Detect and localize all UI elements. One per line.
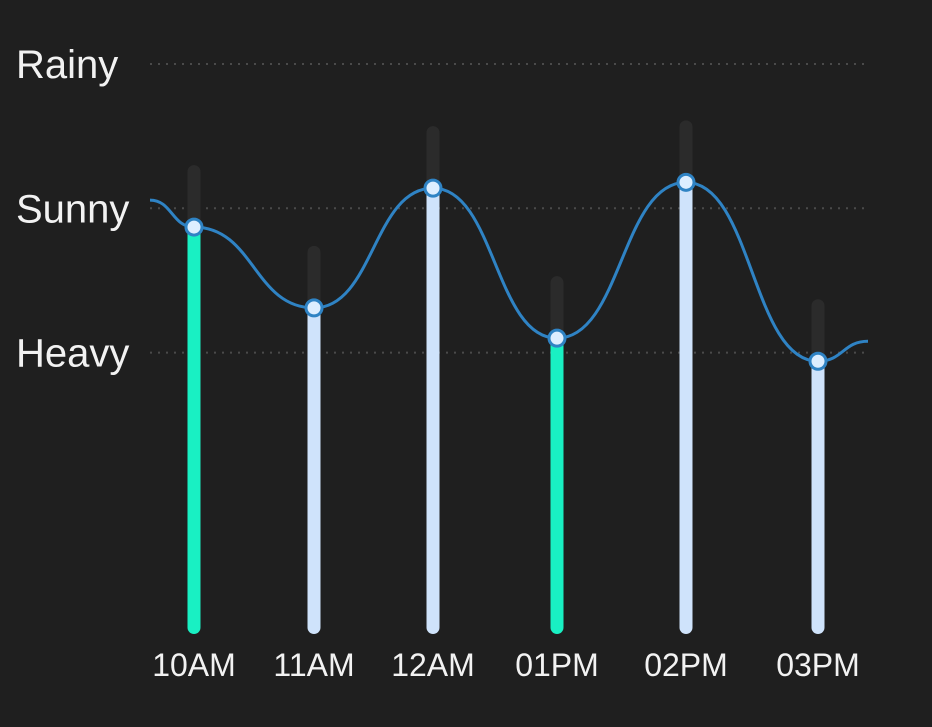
bar-track-12am [426, 126, 440, 193]
trend-curve [149, 180, 869, 363]
y-tick-label-heavy: Heavy [16, 332, 129, 376]
x-tick-label-02pm: 02PM [644, 647, 728, 683]
bar-track-11am [307, 245, 321, 312]
x-tick-label-01pm: 01PM [515, 647, 599, 683]
bar-10am [187, 227, 201, 634]
bar-12am [426, 188, 440, 635]
bar-track-10am [187, 165, 201, 232]
y-tick-label-rainy: Rainy [16, 43, 118, 87]
bar-track-02pm [679, 120, 693, 187]
bar-layer [187, 182, 825, 635]
x-tick-label-03pm: 03PM [776, 647, 860, 683]
marker-11am [304, 298, 324, 318]
bar-track-01pm [550, 276, 564, 343]
marker-layer [184, 172, 828, 371]
marker-01pm [547, 328, 567, 348]
bar-11am [307, 307, 321, 634]
marker-02pm [676, 172, 696, 192]
bar-03pm [811, 361, 825, 634]
bar-02pm [679, 182, 693, 635]
x-tick-label-12am: 12AM [391, 647, 475, 683]
y-tick-label-sunny: Sunny [16, 187, 129, 231]
x-tick-label-11am: 11AM [273, 647, 354, 683]
track-layer [187, 120, 825, 366]
bar-01pm [550, 338, 564, 634]
grid-layer [150, 63, 868, 354]
x-tick-label-10am: 10AM [152, 647, 236, 683]
marker-12am [423, 178, 443, 198]
curve-layer [149, 180, 869, 363]
label-layer: Heavy Sunny Rainy 10AM 11AM 12AM 01PM 02PM 03PM [16, 43, 860, 683]
marker-03pm [808, 351, 828, 371]
bar-track-03pm [811, 299, 825, 366]
marker-10am [184, 217, 204, 237]
